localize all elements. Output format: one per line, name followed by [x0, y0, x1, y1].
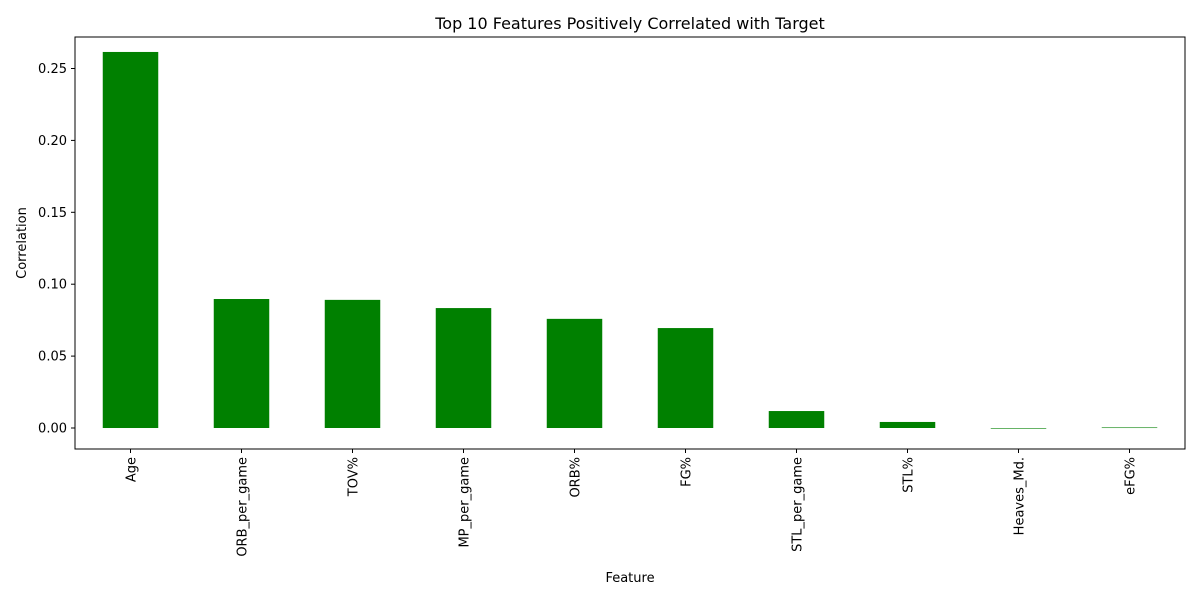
- bar-orb: [546, 318, 603, 429]
- y-axis-ticks: 0.00 0.05 0.10 0.15 0.20 0.25: [38, 62, 75, 437]
- bars-layer: [102, 51, 1158, 429]
- x-tick-label: STL_per_game: [791, 457, 806, 552]
- y-tick-label: 0.15: [38, 206, 67, 221]
- plot-frame: [74, 36, 1186, 450]
- x-axis-ticks: Age ORB_per_game TOV% MP_per_game ORB% FG% STL…: [125, 449, 1139, 557]
- y-tick-label: 0.10: [38, 278, 67, 293]
- y-tick-label: 0.00: [38, 422, 67, 437]
- bar-efg: [1101, 427, 1158, 429]
- x-axis-label: Feature: [605, 571, 654, 586]
- x-tick-label: eFG%: [1124, 457, 1139, 495]
- y-tick-label: 0.20: [38, 134, 67, 149]
- x-tick-label: Heaves_Md.: [1013, 457, 1028, 535]
- y-axis-label: Correlation: [15, 207, 30, 279]
- bar-tov: [324, 299, 381, 428]
- x-tick-label: ORB%: [569, 457, 584, 498]
- bar-heaves-md: [990, 428, 1047, 429]
- x-tick-label: FG%: [680, 457, 695, 487]
- x-tick-label: TOV%: [347, 457, 362, 497]
- bar-stl: [879, 421, 936, 428]
- x-tick-label: MP_per_game: [458, 457, 473, 548]
- x-tick-label: Age: [125, 457, 140, 482]
- chart-title: Top 10 Features Positively Correlated wi…: [434, 14, 825, 33]
- x-tick-label: ORB_per_game: [236, 457, 251, 557]
- y-tick-label: 0.05: [38, 350, 67, 365]
- bar-fg: [657, 328, 714, 428]
- bar-stl-per-game: [768, 411, 825, 429]
- y-tick-label: 0.25: [38, 62, 67, 77]
- bar-age: [102, 51, 159, 429]
- x-tick-label: STL%: [902, 457, 917, 493]
- bar-mp-per-game: [435, 308, 492, 428]
- bar-orb-per-game: [213, 299, 270, 428]
